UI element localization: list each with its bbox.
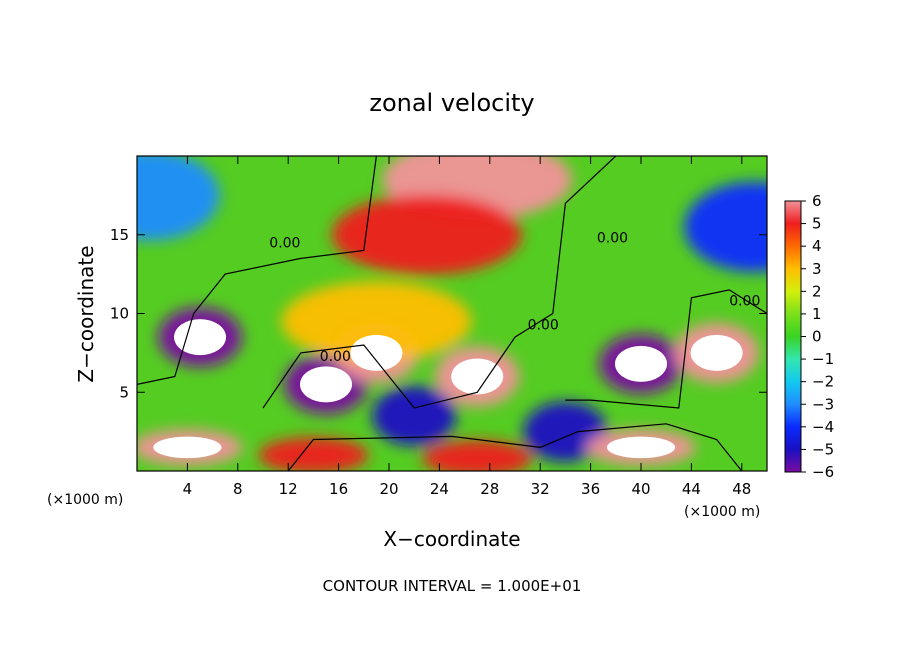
contour-interval-note: CONTOUR INTERVAL = 1.000E+01 xyxy=(323,577,582,595)
saturated-core xyxy=(350,334,403,371)
contour-label: 0.00 xyxy=(528,317,559,333)
colorbar-tick-label: 4 xyxy=(812,237,822,255)
colorbar-tick-label: −4 xyxy=(812,418,834,436)
saturated-core xyxy=(153,436,222,459)
colorbar-tick-label: 6 xyxy=(812,192,822,210)
x-tick-label: 28 xyxy=(480,480,499,498)
saturated-core xyxy=(299,366,353,403)
x-tick-label: 4 xyxy=(183,480,193,498)
colorbar xyxy=(784,200,802,473)
zero-contour xyxy=(565,289,767,409)
colorbar-tick-label: 3 xyxy=(812,260,822,278)
colorbar-tick-label: −6 xyxy=(812,463,834,481)
heatmap-cell xyxy=(422,440,533,471)
zero-contour xyxy=(287,423,743,471)
x-tick-label: 12 xyxy=(279,480,298,498)
x-tick-label: 24 xyxy=(430,480,449,498)
saturated-core xyxy=(690,334,743,371)
colorbar-tick-label: 1 xyxy=(812,305,822,323)
heatmap-cell xyxy=(281,281,472,362)
y-axis-title: Z−coordinate xyxy=(74,245,98,382)
zero-contour xyxy=(137,156,377,385)
y-tick-label: 10 xyxy=(110,305,129,323)
contour-label: 0.00 xyxy=(320,349,351,365)
contour-label: 0.00 xyxy=(729,294,760,310)
contour-label: 0.00 xyxy=(597,231,628,247)
x-tick-label: 36 xyxy=(581,480,600,498)
heatmap-cell xyxy=(372,385,457,446)
x-tick-label: 16 xyxy=(329,480,348,498)
x-unit-right: (×1000 m) xyxy=(684,504,760,520)
y-tick-label: 15 xyxy=(110,226,129,244)
x-tick-label: 40 xyxy=(631,480,650,498)
contour-label: 0.00 xyxy=(269,235,300,251)
x-tick-label: 48 xyxy=(732,480,751,498)
zero-contour xyxy=(262,156,617,409)
chart-title: zonal velocity xyxy=(369,89,534,117)
saturated-core xyxy=(451,358,504,395)
colorbar-tick-label: −3 xyxy=(812,395,834,413)
colorbar-tick-label: 5 xyxy=(812,215,822,233)
x-tick-label: 44 xyxy=(682,480,701,498)
colorbar-tick-label: −2 xyxy=(812,373,834,391)
saturated-core xyxy=(173,319,227,356)
heatmap-cell xyxy=(684,181,767,272)
heatmap-cell xyxy=(137,156,220,241)
heatmap-cell xyxy=(258,437,369,471)
colorbar-tick-label: 2 xyxy=(812,282,822,300)
saturated-core xyxy=(606,436,676,459)
x-unit-left: (×1000 m) xyxy=(47,492,123,508)
x-axis-title: X−coordinate xyxy=(383,527,520,551)
y-tick-label: 5 xyxy=(119,383,129,401)
colorbar-tick-label: −5 xyxy=(812,440,834,458)
saturated-core xyxy=(614,345,668,382)
heatmap-field xyxy=(137,156,767,471)
x-tick-label: 20 xyxy=(379,480,398,498)
heatmap-cell xyxy=(331,194,522,275)
colorbar-tick-label: −1 xyxy=(812,350,834,368)
colorbar-tick-label: 0 xyxy=(812,328,822,346)
x-tick-label: 32 xyxy=(531,480,550,498)
x-tick-label: 8 xyxy=(233,480,243,498)
